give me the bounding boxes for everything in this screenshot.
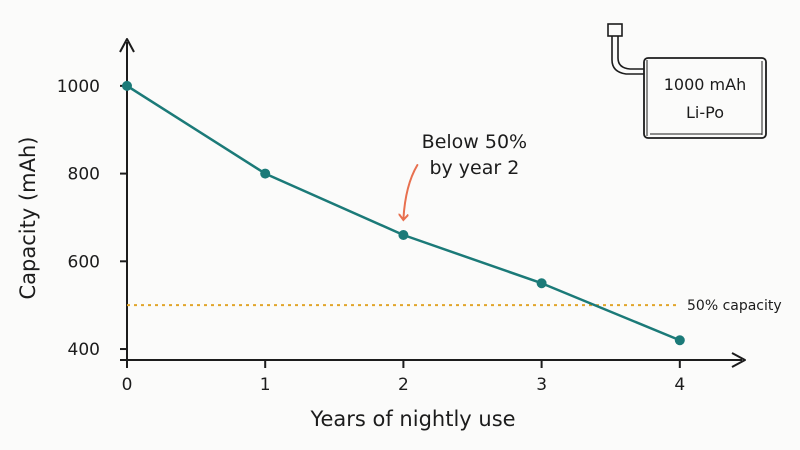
x-tick-label: 4 bbox=[674, 375, 685, 395]
series-points bbox=[122, 80, 685, 346]
reference-line-label: 50% capacity bbox=[687, 298, 782, 314]
x-tick-label: 1 bbox=[260, 375, 271, 395]
x-axis-arrow-icon bbox=[731, 352, 746, 368]
y-tick-label: 1000 bbox=[57, 77, 100, 97]
data-point bbox=[398, 229, 409, 240]
x-tick-label: 0 bbox=[122, 375, 133, 395]
data-point bbox=[536, 278, 547, 289]
data-point bbox=[674, 335, 685, 346]
x-axis-label: Years of nightly use bbox=[309, 407, 515, 431]
x-ticks: 0 1 2 3 4 bbox=[122, 360, 685, 395]
battery-icon: 1000 mAh Li-Po bbox=[607, 23, 767, 139]
y-ticks: 400 600 800 1000 bbox=[57, 77, 127, 360]
y-tick-label: 800 bbox=[68, 165, 100, 185]
y-tick-label: 600 bbox=[68, 252, 100, 272]
y-tick-label: 400 bbox=[68, 340, 100, 360]
annotation-arrow-icon bbox=[403, 163, 419, 219]
data-point bbox=[260, 168, 271, 179]
annotation-line-1: Below 50% bbox=[422, 131, 527, 153]
battery-label-line-2: Li-Po bbox=[686, 103, 724, 122]
y-axis-arrow-icon bbox=[119, 38, 135, 53]
data-point bbox=[122, 80, 132, 91]
x-tick-label: 3 bbox=[536, 375, 547, 395]
annotation-line-2: by year 2 bbox=[429, 157, 519, 179]
y-axis-label: Capacity (mAh) bbox=[16, 137, 40, 300]
battery-label-line-1: 1000 mAh bbox=[664, 75, 746, 94]
x-tick-label: 2 bbox=[398, 375, 409, 395]
